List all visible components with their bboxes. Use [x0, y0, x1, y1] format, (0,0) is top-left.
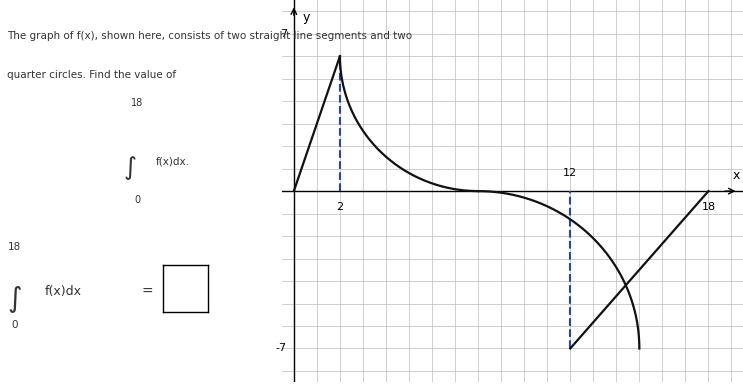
Text: 18: 18 — [701, 202, 716, 212]
Text: x: x — [733, 169, 740, 182]
Text: 18: 18 — [132, 98, 143, 108]
Text: The graph of f(x), shown here, consists of two straight line segments and two: The graph of f(x), shown here, consists … — [7, 31, 412, 41]
Text: f(x)dx: f(x)dx — [45, 285, 82, 298]
Text: 0: 0 — [134, 195, 140, 205]
Text: -7: -7 — [276, 344, 287, 353]
Text: ∫: ∫ — [123, 156, 137, 180]
Text: 7: 7 — [280, 29, 287, 39]
Text: 18: 18 — [8, 242, 22, 252]
Text: 12: 12 — [563, 168, 577, 177]
Text: quarter circles. Find the value of: quarter circles. Find the value of — [7, 70, 177, 80]
Text: y: y — [303, 11, 311, 24]
Text: f(x)dx.: f(x)dx. — [156, 156, 190, 166]
Text: 0: 0 — [12, 320, 18, 330]
Text: 2: 2 — [337, 202, 343, 212]
Text: ∫: ∫ — [7, 285, 22, 313]
Text: =: = — [141, 285, 153, 299]
